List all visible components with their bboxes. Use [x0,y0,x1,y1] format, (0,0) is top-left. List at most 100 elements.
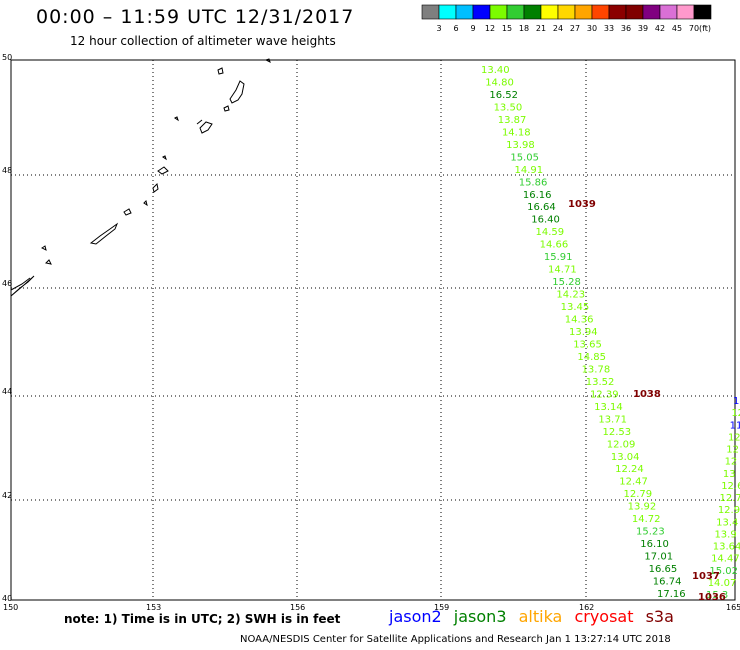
swh-value: 12.39 [590,389,619,400]
swh-value: 12.47 [619,477,648,488]
lon-label: 159 [434,603,449,612]
scale-swatch [608,4,627,20]
satellite-legend: jason2 jason3 altika cryosat s3a [389,607,681,626]
swh-value: 15.28 [552,277,581,288]
swh-value: 14.80 [485,77,514,88]
swh-value: 13.52 [586,377,615,388]
scale-label: 12 [485,24,495,33]
satellite-altika: altika [518,607,563,626]
swh-value: 13.04 [611,452,640,463]
swh-value: 12 [728,432,740,443]
scale-swatch [523,4,542,20]
swh-value: 14.47 [711,554,740,565]
swh-value: 12.9 [718,505,740,516]
swh-value: 12.09 [607,439,636,450]
swh-value: 13.92 [628,502,657,513]
scale-label: 15 [502,24,512,33]
swh-value: 13.9 [714,529,736,540]
swh-value: 17.01 [644,552,673,563]
lon-label: 162 [579,603,594,612]
scale-label: 27 [570,24,580,33]
swh-value: 14.91 [515,165,544,176]
lon-label: 156 [290,603,305,612]
swh-value: 13.78 [582,364,611,375]
scale-swatch [693,4,712,20]
swh-value: 16.52 [489,90,518,101]
scale-label: 3 [436,24,441,33]
swh-value: 12 [726,445,739,456]
scale-swatch [625,4,644,20]
swh-value: 13.64 [713,542,740,553]
scale-swatch [642,4,661,20]
scale-swatch [676,4,695,20]
swh-value: 16.16 [523,190,552,201]
swh-value: 13.40 [481,65,510,76]
swh-value: 14.59 [535,227,564,238]
swh-value: 12.53 [603,427,632,438]
pressure-label: 1039 [568,199,596,210]
swh-value: 14.85 [577,352,606,363]
scale-label: 24 [553,24,563,33]
swh-value: 16.64 [527,202,556,213]
swh-value: 16.40 [531,215,560,226]
swh-value: 14.66 [540,240,569,251]
lat-label: 48 [2,166,12,175]
pressure-label: 1036 [698,592,726,603]
swh-value: 15.05 [510,152,539,163]
scale-swatch [421,4,440,20]
swh-value: 1 [733,396,739,407]
swh-value: 14.36 [565,315,594,326]
swh-value: 14.72 [632,514,661,525]
axis-labels: 150 153 156 159 162 165 50 48 46 44 42 40 [2,53,740,612]
swh-value: 12 [731,408,740,419]
lat-label: 42 [2,491,12,500]
swh-value: 13.65 [573,339,602,350]
scale-label: 21 [536,24,546,33]
scale-label: 39 [638,24,648,33]
swh-value: 15.23 [636,527,665,538]
lat-label: 40 [2,594,12,603]
map-frame [10,59,736,601]
swh-value: 15.3 [706,590,728,601]
swh-value: 17.16 [657,589,686,600]
satellite-jason3: jason3 [453,607,507,626]
scale-swatch [455,4,474,20]
satellite-s3a: s3a [645,607,674,626]
swh-value: 16.65 [649,564,678,575]
lon-label: 150 [3,603,18,612]
swh-value: 13 [723,469,736,480]
lat-label: 50 [2,53,12,62]
scale-label: 9 [470,24,475,33]
swh-value: 12 [725,457,738,468]
scale-swatch [472,4,491,20]
swh-value: 12.79 [623,489,652,500]
swh-value: 16.10 [640,539,669,550]
scale-label: 36 [621,24,631,33]
swh-value: 12.7 [720,493,740,504]
swh-value: 13.94 [569,327,598,338]
scale-label: 18 [519,24,529,33]
map-subtitle: 12 hour collection of altimeter wave hei… [70,34,336,48]
lon-label: 165 [726,603,740,612]
scale-swatch [557,4,576,20]
lat-label: 46 [2,279,12,288]
swh-value: 13.71 [598,414,627,425]
swh-value: 11 [730,420,740,431]
swh-value: 13.14 [594,402,623,413]
scale-swatch [506,4,525,20]
scale-label: 42 [655,24,665,33]
scale-unit: (ft) [699,24,711,33]
coastline-kuril-islands [10,58,271,297]
swh-value: 13.98 [506,140,535,151]
swh-value: 14.07 [708,578,737,589]
swh-value: 15.86 [519,177,548,188]
scale-swatch [659,4,678,20]
lat-lon-grid [11,60,735,600]
swh-value: 13.4 [716,517,738,528]
swh-value: 16.74 [653,577,682,588]
swh-value: 12.24 [615,464,644,475]
scale-swatch [489,4,508,20]
swh-value: 14.23 [556,290,585,301]
